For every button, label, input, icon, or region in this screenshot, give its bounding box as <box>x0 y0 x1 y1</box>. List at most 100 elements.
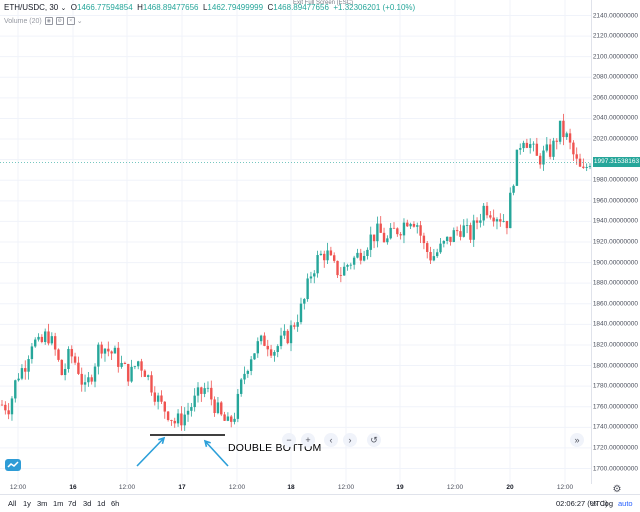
candle <box>519 143 522 155</box>
candle <box>442 240 446 248</box>
candle-body <box>143 370 147 377</box>
candle <box>319 250 323 256</box>
symbol-label[interactable]: ETH/USDC, 30 <box>4 3 59 12</box>
candle <box>515 149 519 187</box>
range-3m-button[interactable]: 3m <box>37 499 48 508</box>
candle <box>0 400 4 406</box>
price-label: 2060.00000000 <box>592 94 638 102</box>
candle-body <box>180 413 183 426</box>
candle-body <box>475 220 479 223</box>
scroll-left-button[interactable]: ‹ <box>324 433 338 447</box>
candle <box>70 345 73 364</box>
candle <box>206 381 210 393</box>
range-3d-button[interactable]: 3d <box>83 499 92 508</box>
time-label: 16 <box>69 484 77 491</box>
candle-body <box>455 230 459 232</box>
candle <box>482 203 485 226</box>
candle <box>223 411 226 422</box>
close-value: 1468.89477656 <box>273 3 329 12</box>
scroll-to-end-button[interactable]: » <box>570 433 584 447</box>
tradingview-logo-icon[interactable] <box>5 458 21 471</box>
gear-icon[interactable]: ⚙ <box>612 484 622 495</box>
zoom-out-button[interactable]: − <box>282 433 296 447</box>
symbol-legend: ETH/USDC, 30 ⌄ O1466.77594854 H1468.8947… <box>4 3 415 12</box>
candle <box>406 219 409 227</box>
candle-body <box>259 335 263 342</box>
candle <box>512 184 515 196</box>
candle <box>479 213 482 228</box>
candle-body <box>313 273 316 277</box>
zoom-in-button[interactable]: + <box>301 433 315 447</box>
percent-scale-button[interactable]: % <box>590 499 597 508</box>
candle-body <box>406 222 409 227</box>
close-icon[interactable]: × <box>66 17 75 25</box>
range-all-button[interactable]: All <box>8 499 17 508</box>
candle-body <box>359 252 362 261</box>
candle <box>73 352 77 365</box>
candle <box>329 246 333 256</box>
chevron-down-icon[interactable]: ⌄ <box>60 5 67 12</box>
chart-area[interactable]: ETH/USDC, 30 ⌄ O1466.77594854 H1468.8947… <box>0 0 591 484</box>
eye-icon[interactable]: ◉ <box>44 17 53 25</box>
candle-body <box>445 236 449 241</box>
log-scale-button[interactable]: log <box>603 499 614 508</box>
time-axis[interactable]: 12:00 16 12:00 17 12:00 18 12:00 19 12:00 20 12:00 <box>0 484 591 494</box>
more-icon[interactable]: ⌄ <box>76 18 83 25</box>
range-6h-button[interactable]: 6h <box>111 499 120 508</box>
candle <box>110 350 113 361</box>
scroll-right-button[interactable]: › <box>343 433 357 447</box>
price-label: 2020.00000000 <box>592 135 638 143</box>
candle-body <box>432 256 436 261</box>
candle-body <box>83 382 87 385</box>
candle-body <box>333 255 336 261</box>
range-1y-button[interactable]: 1y <box>23 499 31 508</box>
candle-body <box>495 219 499 222</box>
candle <box>419 220 422 244</box>
candle-body <box>63 369 67 376</box>
candle-body <box>220 402 223 415</box>
candle-body <box>113 347 117 354</box>
price-label: 1820.00000000 <box>592 341 638 349</box>
candle <box>236 389 240 423</box>
price-axis[interactable]: 2140.00000000 2120.00000000 2100.00000000 2… <box>591 0 640 484</box>
candle-body <box>226 416 230 421</box>
range-7d-button[interactable]: 7d <box>68 499 77 508</box>
candle-body <box>572 142 575 155</box>
candle <box>249 356 253 376</box>
time-label: 20 <box>506 484 514 491</box>
candlestick-chart[interactable] <box>0 0 591 484</box>
candle-body <box>123 362 127 364</box>
candle <box>548 138 552 160</box>
candle <box>296 314 299 332</box>
range-1m-button[interactable]: 1m <box>53 499 64 508</box>
candle-body <box>356 252 359 258</box>
candle <box>352 255 356 270</box>
auto-scale-button[interactable]: auto <box>618 499 633 508</box>
candle <box>253 353 256 360</box>
candle <box>10 396 14 421</box>
settings-icon[interactable]: ⚙ <box>55 17 64 25</box>
candle-body <box>482 205 485 221</box>
exit-fullscreen-hint[interactable]: Exit Full Screen (ESC) <box>293 0 354 6</box>
candle-body <box>535 143 539 156</box>
price-label: 1840.00000000 <box>592 320 638 328</box>
candle-body <box>323 253 326 261</box>
candle-body <box>233 418 236 422</box>
candle <box>552 137 555 161</box>
candle-body <box>389 227 392 239</box>
candle <box>37 333 40 342</box>
range-1d-button[interactable]: 1d <box>97 499 106 508</box>
candle-body <box>309 276 313 279</box>
candle <box>246 369 250 378</box>
candle <box>356 248 359 259</box>
candle <box>166 410 170 422</box>
candle <box>107 341 110 357</box>
candle-body <box>273 351 276 356</box>
reset-chart-button[interactable]: ↺ <box>367 433 381 447</box>
candle <box>239 378 243 397</box>
candle-body <box>133 366 137 368</box>
candle-body <box>515 149 519 186</box>
candle-body <box>146 375 150 377</box>
candle <box>502 214 505 223</box>
candle <box>323 250 326 268</box>
